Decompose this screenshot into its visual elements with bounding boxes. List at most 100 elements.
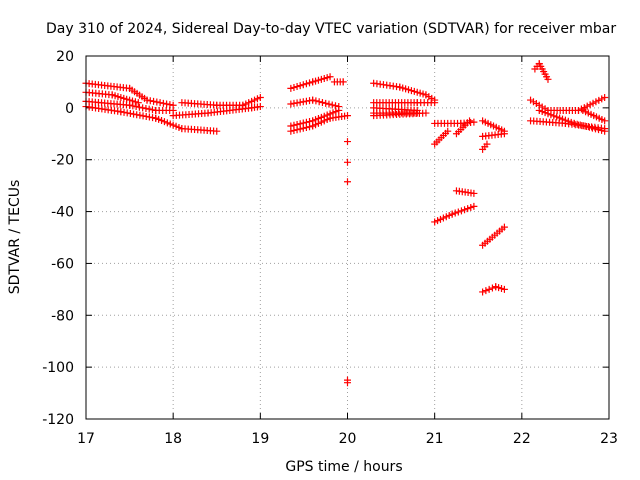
data-point bbox=[448, 210, 456, 218]
data-point bbox=[470, 189, 478, 197]
data-point bbox=[325, 100, 333, 108]
data-point bbox=[576, 121, 584, 129]
chart-title: Day 310 of 2024, Sidereal Day-to-day VTE… bbox=[46, 21, 616, 37]
y-tick-label: -60 bbox=[51, 256, 74, 272]
data-point bbox=[601, 117, 609, 125]
data-point bbox=[146, 97, 154, 105]
data-point bbox=[302, 123, 310, 131]
data-point bbox=[598, 126, 606, 134]
data-point bbox=[213, 127, 221, 135]
data-point bbox=[315, 98, 323, 106]
data-point bbox=[287, 84, 295, 92]
data-point bbox=[142, 105, 150, 113]
data-point bbox=[461, 206, 469, 214]
data-point bbox=[570, 119, 578, 127]
y-tick-label: -100 bbox=[42, 360, 74, 376]
data-point bbox=[156, 99, 164, 107]
data-point bbox=[299, 81, 307, 89]
data-point bbox=[482, 287, 490, 295]
axis-ticks: 17 18 19 20 21 22 23 20 0 -20 -40 -60 -80 -100 -120 bbox=[42, 49, 618, 447]
data-point bbox=[293, 126, 301, 134]
x-tick-label: 22 bbox=[513, 431, 531, 447]
y-tick-label: -120 bbox=[42, 412, 74, 428]
data-point bbox=[485, 285, 493, 293]
data-point bbox=[306, 79, 314, 87]
data-point bbox=[159, 99, 167, 107]
data-point bbox=[296, 125, 304, 133]
data-point bbox=[601, 127, 609, 135]
data-point bbox=[344, 138, 351, 146]
data-point bbox=[579, 122, 587, 130]
data-point bbox=[431, 99, 439, 107]
data-point bbox=[470, 202, 478, 210]
data-point bbox=[544, 75, 552, 83]
data-point bbox=[306, 123, 314, 131]
data-point bbox=[500, 130, 508, 138]
x-tick-label: 20 bbox=[339, 431, 357, 447]
y-tick-label: -80 bbox=[51, 308, 74, 324]
data-point bbox=[256, 93, 264, 101]
data-point bbox=[163, 100, 171, 108]
y-tick-label: -20 bbox=[51, 153, 74, 169]
data-point bbox=[470, 118, 478, 126]
data-point bbox=[573, 120, 581, 128]
data-point bbox=[145, 105, 153, 113]
data-point bbox=[139, 104, 147, 112]
plot-frame bbox=[85, 55, 610, 420]
y-tick-label: 0 bbox=[65, 101, 74, 117]
data-point bbox=[299, 124, 307, 132]
data-point bbox=[339, 78, 347, 86]
data-point bbox=[601, 93, 609, 101]
data-point bbox=[457, 207, 465, 215]
data-point bbox=[444, 127, 452, 135]
data-point bbox=[466, 117, 474, 125]
data-point bbox=[585, 123, 593, 131]
data-point bbox=[588, 124, 596, 132]
data-point bbox=[332, 102, 340, 110]
data-point bbox=[150, 97, 158, 105]
data-point bbox=[422, 109, 430, 117]
data-point bbox=[296, 82, 304, 90]
data-point bbox=[344, 178, 351, 186]
data-point bbox=[287, 127, 295, 135]
data-point bbox=[322, 99, 330, 107]
data-point bbox=[302, 80, 310, 88]
data-point bbox=[293, 83, 301, 91]
y-tick-label: 20 bbox=[56, 49, 74, 65]
data-point bbox=[309, 96, 317, 104]
data-point bbox=[318, 99, 326, 107]
data-point bbox=[148, 106, 156, 114]
data-point bbox=[166, 101, 174, 109]
data-point bbox=[326, 73, 334, 81]
x-tick-label: 19 bbox=[251, 431, 269, 447]
x-axis-label: GPS time / hours bbox=[285, 459, 402, 475]
data-point bbox=[582, 123, 590, 131]
y-tick-label: -40 bbox=[51, 205, 74, 221]
data-point bbox=[591, 125, 599, 133]
data-point bbox=[256, 103, 264, 111]
data-point bbox=[126, 101, 134, 109]
data-point bbox=[500, 223, 508, 231]
data-point bbox=[488, 284, 496, 292]
x-tick-label: 23 bbox=[600, 431, 618, 447]
data-point bbox=[328, 101, 336, 109]
data-point bbox=[479, 288, 487, 296]
data-point bbox=[344, 112, 351, 120]
data-markers bbox=[82, 60, 609, 387]
data-point bbox=[500, 285, 508, 293]
data-point bbox=[335, 106, 343, 114]
data-point bbox=[290, 83, 298, 91]
data-point bbox=[135, 103, 143, 111]
data-point bbox=[344, 379, 351, 387]
data-point bbox=[454, 208, 462, 216]
data-point bbox=[153, 98, 161, 106]
data-point bbox=[143, 96, 151, 104]
data-point bbox=[129, 102, 137, 110]
data-point bbox=[595, 126, 603, 134]
data-point bbox=[344, 158, 351, 166]
data-point bbox=[483, 140, 491, 148]
x-tick-label: 17 bbox=[77, 431, 95, 447]
data-point bbox=[312, 97, 320, 105]
y-axis-label: SDTVAR / TECUs bbox=[7, 180, 23, 295]
